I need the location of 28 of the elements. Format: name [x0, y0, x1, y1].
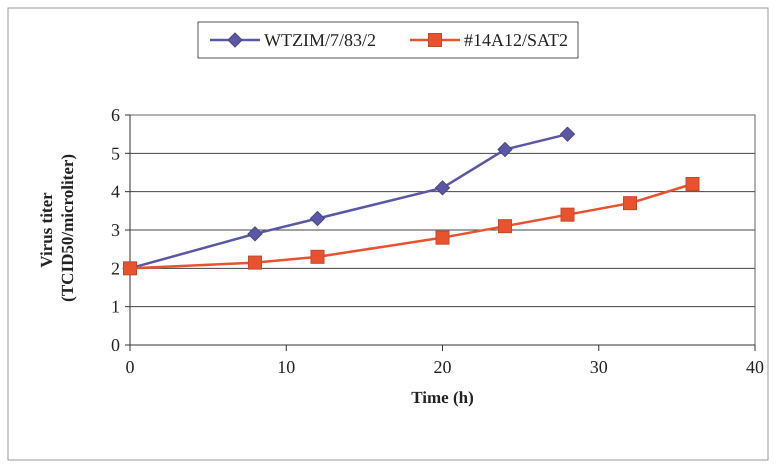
x-tick-label: 20 — [434, 357, 452, 377]
point — [686, 177, 700, 191]
point — [436, 230, 450, 245]
y-tick-label: 5 — [111, 143, 120, 164]
point — [248, 256, 262, 270]
legend-label: #14A12/SAT2 — [464, 30, 568, 50]
point — [498, 219, 512, 234]
y-tick-label: 2 — [111, 258, 120, 278]
y-tick-label: 0 — [111, 335, 120, 355]
y-tick-label: 1 — [111, 296, 120, 317]
x-tick-label: 0 — [126, 357, 134, 377]
x-tick-label: 10 — [277, 357, 296, 377]
y-tick-label: 4 — [111, 182, 120, 202]
x-axis-title: Time (h) — [411, 388, 474, 407]
point — [435, 180, 450, 196]
y-tick-label: 3 — [111, 220, 120, 240]
point — [498, 142, 512, 157]
point — [560, 126, 575, 142]
point — [560, 208, 574, 222]
point — [310, 211, 325, 226]
x-tick-label: 30 — [590, 357, 608, 377]
y-tick-label: 6 — [111, 105, 120, 125]
y-axis-title: Virus titer (TCID50/microliter) — [37, 154, 77, 306]
point — [310, 250, 324, 264]
x-tick-label: 40 — [746, 357, 764, 377]
point — [248, 226, 262, 242]
legend-label: WTZIM/7/83/2 — [264, 30, 376, 50]
point — [623, 196, 637, 210]
